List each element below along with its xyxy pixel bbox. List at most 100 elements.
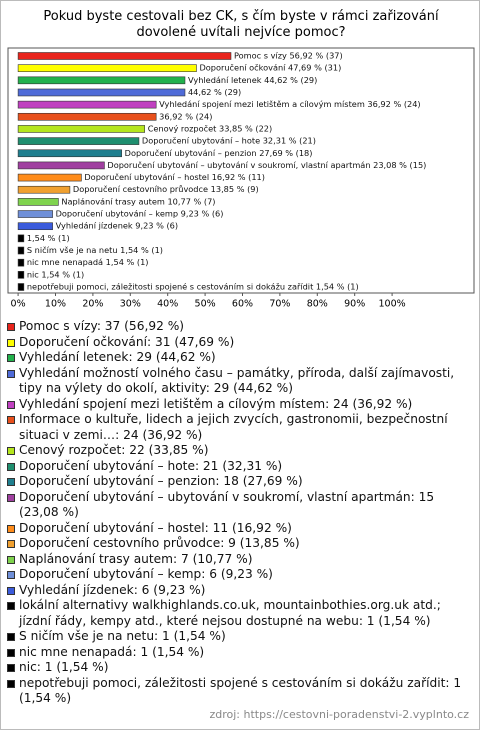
legend-item: Naplánování trasy autem: 7 (10,77 %) [7,552,469,568]
bar [17,161,105,170]
legend-label: nepotřebuji pomoci, záležitosti spojené … [19,675,462,706]
bar [17,185,71,194]
legend-label: Informace o kultuře, lidech a jejich zvy… [19,412,448,442]
x-tick-label: 10% [45,299,66,310]
bar-label: 44,62 % (29) [188,87,241,97]
legend-label: Vyhledání možností volného času – památk… [19,365,455,396]
x-tick-label: 60% [232,299,253,310]
bar-label: nepotřebuji pomoci, záležitosti spojené … [27,282,359,292]
legend: Pomoc s vízy: 37 (56,92 %) Doporučení očk… [7,319,469,707]
bar-label: Doporučení očkování 47,69 % (31) [199,63,341,73]
legend-label: Doporučení ubytování – hostel: 11 (16,92… [19,520,292,535]
legend-swatch [7,633,15,641]
legend-item: Vyhledání letenek: 29 (44,62 %) [7,350,469,366]
bar [17,198,59,206]
legend-swatch [7,462,15,471]
chart-title: Pokud byste cestovali bez CK, s čím byst… [43,9,439,40]
legend-item: Vyhledání jízdenek: 6 (9,23 %) [7,583,469,599]
bar [17,149,122,158]
legend-swatch [7,493,15,502]
legend-label: Pomoc s vízy: 37 (56,92 %) [19,319,185,333]
bar-label: S ničím vše je na netu 1,54 % (1) [27,245,163,255]
bar [17,283,25,291]
legend-swatch [7,586,15,595]
legend-item: Vyhledání možností volného času – památk… [7,366,469,397]
bar [17,64,197,72]
legend-item: Cenový rozpočet: 22 (33,85 %) [7,443,469,459]
bar [17,88,186,97]
legend-label: Doporučení ubytování – hote: 21 (32,31 %… [19,458,283,473]
bar-label: Doporučení ubytování – hostel 16,92 % (1… [84,172,265,182]
bar [17,125,145,133]
bar [17,234,25,243]
bar-label: Cenový rozpočet 33,85 % (22) [148,123,273,133]
legend-item: nic mne nenapadá: 1 (1,54 %) [7,645,469,661]
bar [17,100,157,109]
legend-swatch [7,400,15,409]
legend-swatch [7,540,15,548]
legend-label: Doporučení cestovního průvodce: 9 (13,85… [19,536,300,550]
source: zdroj: https://cestovni-poradenstvi-2.vy… [209,708,469,721]
legend-item: nic: 1 (1,54 %) [7,660,469,676]
legend-swatch [7,664,15,672]
bar-label: Vyhledání letenek 44,62 % (29) [188,75,317,85]
legend-label: nic: 1 (1,54 %) [19,660,109,674]
bar-label: nic mne nenapadá 1,54 % (1) [27,257,149,267]
bar [17,246,25,255]
legend-swatch [7,354,15,362]
legend-label: Naplánování trasy autem: 7 (10,77 %) [19,551,253,566]
x-tick-label: 0% [11,299,26,310]
bar-label: 36,92 % (24) [159,111,212,121]
legend-item: Doporučení ubytování – kemp: 6 (9,23 %) [7,567,469,583]
legend-label: Cenový rozpočet: 22 (33,85 %) [19,443,209,457]
bar-label: Vyhledání spojení mezi letištěm a cílový… [159,99,420,109]
legend-label: Doporučení ubytování – ubytování v soukr… [19,489,435,520]
bar-label: Doporučení ubytování – ubytování v soukr… [107,160,426,170]
bar-label: Doporučení ubytování – hote 32,31 % (21) [142,136,316,146]
legend-item: nepotřebuji pomoci, záležitosti spojené … [7,676,469,707]
bar [17,112,157,121]
legend-item: Doporučení ubytování – ubytování v soukr… [7,490,469,521]
bar-label: Doporučení ubytování – kemp 9,23 % (6) [56,209,224,219]
legend-item: Doporučení ubytování – hostel: 11 (16,92… [7,521,469,537]
legend-item: S ničím vše je na netu: 1 (1,54 %) [7,629,469,645]
bar [17,210,53,218]
legend-swatch [7,323,15,331]
x-tick-label: 80% [307,299,328,310]
legend-label: Vyhledání spojení mezi letištěm a cílový… [19,396,413,411]
legend-swatch [7,447,15,455]
legend-label: Doporučení ubytování – kemp: 6 (9,23 %) [19,567,273,581]
bar [17,258,25,267]
x-tick-label: 30% [120,299,141,310]
bar [17,137,140,145]
legend-swatch [7,679,15,688]
legend-item: Vyhledání spojení mezi letištěm a cílový… [7,397,469,413]
legend-label: Vyhledání jízdenek: 6 (9,23 %) [19,582,206,597]
x-tick-label: 40% [157,299,178,310]
legend-swatch [7,338,15,347]
legend-item: Doporučení cestovního průvodce: 9 (13,85… [7,536,469,552]
legend-item: lokální alternativy walkhighlands.co.uk,… [7,598,469,629]
legend-swatch [7,648,15,657]
bar [17,222,53,231]
legend-item: Doporučení očkování: 31 (47,69 %) [7,335,469,351]
bar-label: Pomoc s vízy 56,92 % (37) [234,51,343,61]
legend-item: Doporučení ubytování – hote: 21 (32,31 %… [7,459,469,475]
legend-label: lokální alternativy walkhighlands.co.uk,… [19,598,441,628]
legend-label: S ničím vše je na netu: 1 (1,54 %) [19,629,226,643]
x-tick-label: 70% [269,299,290,310]
x-tick-label: 50% [195,299,216,310]
legend-swatch [7,369,15,378]
bar-label: Doporučení ubytování – penzion 27,69 % (… [125,148,313,158]
bar-label: Naplánování trasy autem 10,77 % (7) [61,196,215,206]
x-tick-label: 90% [344,299,365,310]
bar [17,76,186,85]
legend-item: Informace o kultuře, lidech a jejich zvy… [7,412,469,443]
bar [17,52,232,60]
legend-swatch [7,571,15,579]
x-tick-label: 20% [82,299,103,310]
legend-label: Doporučení očkování: 31 (47,69 %) [19,334,235,349]
bar [17,271,25,279]
